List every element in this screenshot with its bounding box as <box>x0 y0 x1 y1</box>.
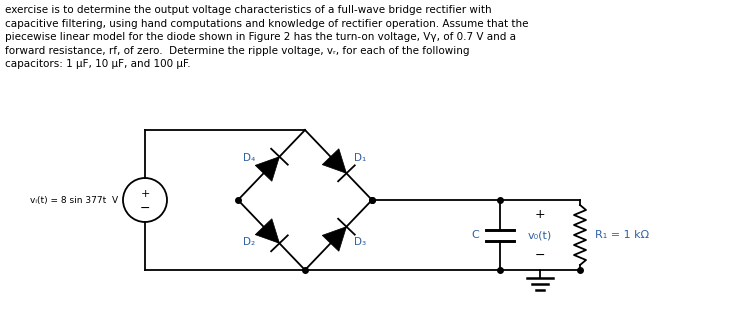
Text: +: + <box>534 209 545 222</box>
Text: v₀(t): v₀(t) <box>528 230 552 240</box>
Polygon shape <box>322 149 346 173</box>
Polygon shape <box>322 227 346 251</box>
Text: C: C <box>471 230 479 240</box>
Text: −: − <box>140 202 150 215</box>
Polygon shape <box>255 157 279 181</box>
Polygon shape <box>255 219 279 243</box>
Text: −: − <box>535 248 545 261</box>
Text: +: + <box>140 189 149 199</box>
Text: D₁: D₁ <box>354 153 367 163</box>
Text: D₄: D₄ <box>243 153 256 163</box>
Text: vᵢ(t) = 8 sin 377t  V: vᵢ(t) = 8 sin 377t V <box>30 196 118 204</box>
Text: R₁ = 1 kΩ: R₁ = 1 kΩ <box>595 230 649 240</box>
Text: D₂: D₂ <box>243 237 256 247</box>
Text: exercise is to determine the output voltage characteristics of a full-wave bridg: exercise is to determine the output volt… <box>5 5 529 69</box>
Text: D₃: D₃ <box>354 237 367 247</box>
